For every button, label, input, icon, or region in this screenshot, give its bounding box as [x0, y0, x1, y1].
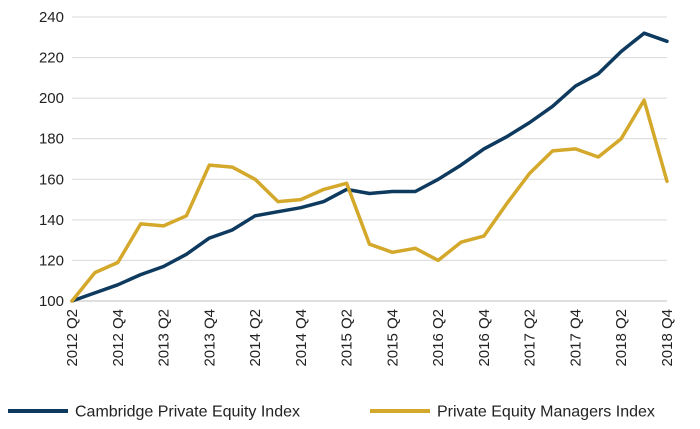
x-tick-label: 2012 Q2	[64, 309, 81, 367]
y-tick-label: 100	[39, 293, 64, 310]
legend-label-1: Cambridge Private Equity Index	[75, 404, 300, 421]
legend-label-2: Private Equity Managers Index	[437, 404, 655, 421]
x-tick-label: 2017 Q2	[522, 309, 539, 367]
x-tick-label: 2015 Q4	[384, 309, 401, 367]
x-tick-label: 2015 Q2	[339, 309, 356, 367]
gridlines	[72, 16, 667, 302]
x-tick-label: 2014 Q2	[247, 309, 264, 367]
x-tick-label: 2017 Q4	[567, 309, 584, 367]
y-tick-label: 240	[39, 9, 64, 26]
x-tick-label: 2014 Q4	[293, 309, 310, 367]
x-axis-ticks: 2012 Q2 2012 Q4 2013 Q2 2013 Q4 2014 Q2 2014 …	[64, 309, 676, 367]
x-tick-label: 2012 Q4	[110, 309, 127, 367]
x-tick-label: 2018 Q4	[659, 309, 676, 367]
series-line-2	[70, 98, 669, 303]
x-tick-label: 2013 Q2	[156, 309, 173, 367]
x-tick-label: 2016 Q4	[476, 309, 493, 367]
series-line-1	[70, 31, 669, 303]
y-axis-ticks: 100 120 140 160 180 200 220 240	[39, 9, 64, 310]
y-tick-label: 180	[39, 131, 64, 148]
y-tick-label: 200	[39, 90, 64, 107]
series-lines	[70, 31, 669, 303]
x-tick-label: 2016 Q2	[430, 309, 447, 367]
y-tick-label: 220	[39, 50, 64, 67]
y-tick-label: 120	[39, 252, 64, 269]
x-tick-label: 2018 Q2	[613, 309, 630, 367]
x-tick-label: 2013 Q4	[201, 309, 218, 367]
y-tick-label: 160	[39, 171, 64, 188]
y-tick-label: 140	[39, 212, 64, 229]
legend: Cambridge Private Equity Index Private Eq…	[8, 404, 655, 421]
